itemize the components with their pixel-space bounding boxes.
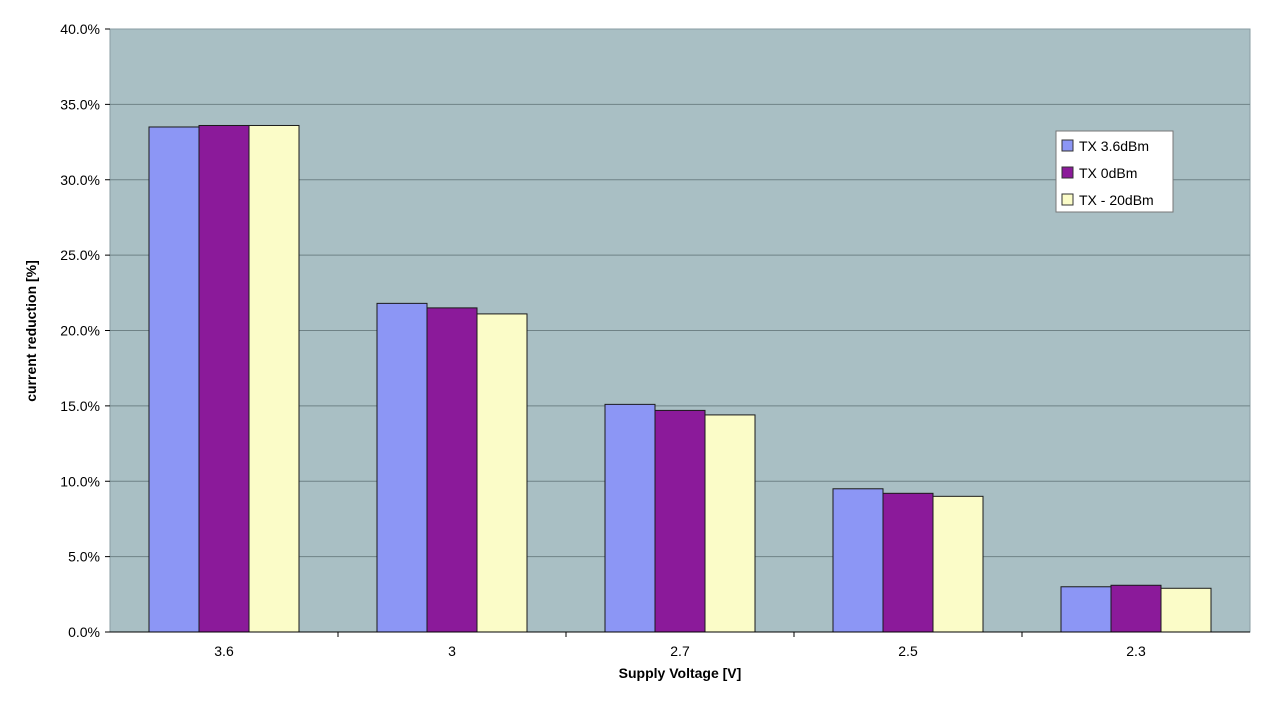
x-tick-label: 3.6: [214, 643, 234, 659]
x-tick-label: 2.3: [1126, 643, 1146, 659]
x-tick-label: 2.7: [670, 643, 690, 659]
y-tick-label: 15.0%: [60, 398, 100, 414]
bar-2.3-3: [1160, 587, 1212, 633]
x-tick-labels: 3.6 3 2.7 2.5 2.3: [214, 632, 1146, 659]
x-tick-label: 3: [448, 643, 456, 659]
bar-2.3-2: [1110, 584, 1162, 633]
x-tick-label: 2.5: [898, 643, 918, 659]
bar-2.7-3: [704, 414, 756, 633]
y-tick-label: 30.0%: [60, 172, 100, 188]
bars: [148, 124, 1212, 633]
bar-2.7-1: [604, 403, 656, 633]
legend-box: [1055, 130, 1174, 213]
legend-label: TX 3.6dBm: [1079, 138, 1149, 154]
y-tick-label: 25.0%: [60, 247, 100, 263]
y-tick-label: 10.0%: [60, 473, 100, 489]
bar-2.7-2: [654, 409, 706, 633]
bar-3.6-3: [248, 124, 300, 633]
legend-label: TX 0dBm: [1079, 165, 1137, 181]
bar-3-2: [426, 307, 478, 633]
y-axis-title: current reduction [%]: [23, 260, 39, 402]
bar-3-1: [376, 302, 428, 633]
bar-3-3: [476, 313, 528, 633]
y-tick-label: 5.0%: [68, 549, 100, 565]
bar-3.6-1: [148, 126, 200, 633]
bar-2.5-3: [932, 495, 984, 633]
bar-2.5-2: [882, 492, 934, 633]
y-tick-label: 0.0%: [68, 624, 100, 640]
legend: TX 3.6dBm TX 0dBm TX - 20dBm: [1055, 130, 1174, 213]
bar-2.3-1: [1060, 586, 1112, 633]
legend-label: TX - 20dBm: [1079, 192, 1154, 208]
legend-swatch: [1061, 193, 1074, 206]
y-tick-label: 35.0%: [60, 96, 100, 112]
bar-3.6-2: [198, 124, 250, 633]
x-axis-title: Supply Voltage [V]: [619, 665, 742, 681]
y-tick-label: 40.0%: [60, 21, 100, 37]
legend-swatch: [1061, 166, 1074, 179]
y-tick-label: 20.0%: [60, 323, 100, 339]
legend-items: TX 3.6dBm TX 0dBm TX - 20dBm: [1061, 138, 1154, 208]
legend-swatch: [1061, 139, 1074, 152]
y-tick-labels: 0.0% 5.0% 10.0% 15.0% 20.0% 25.0% 30.0% 35.0% 40…: [60, 21, 110, 640]
bar-2.5-1: [832, 488, 884, 633]
